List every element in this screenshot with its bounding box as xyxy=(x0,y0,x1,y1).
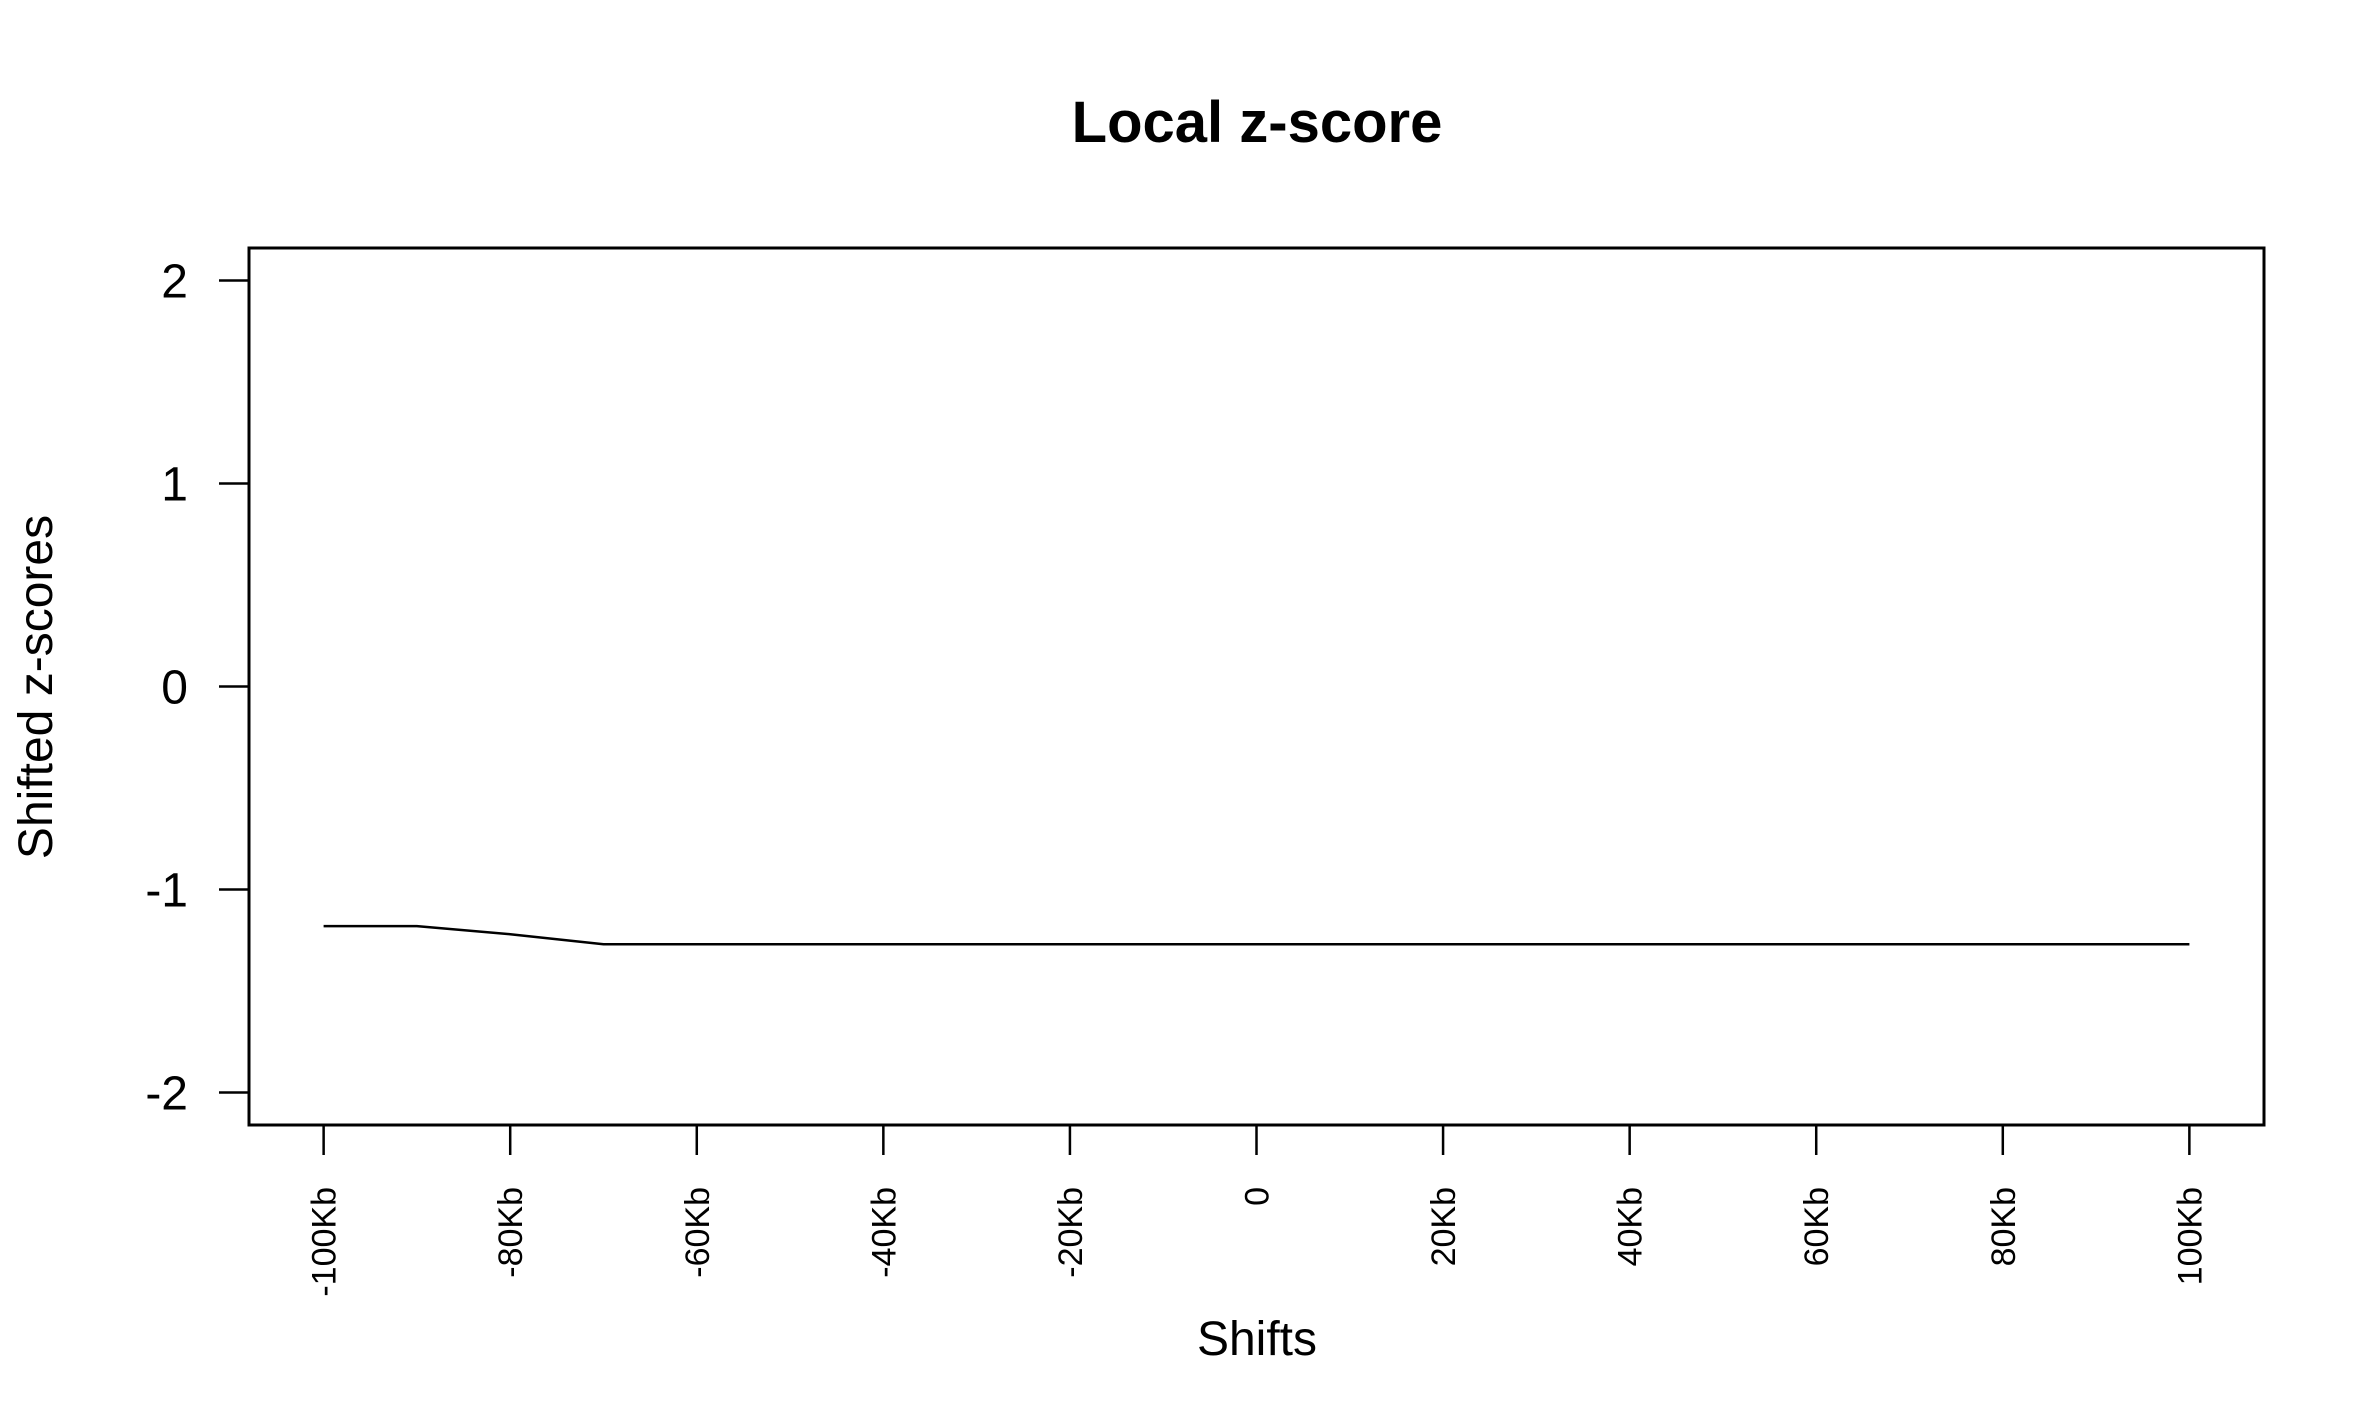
y-tick-label: -2 xyxy=(145,1068,188,1121)
x-axis-label: Shifts xyxy=(1197,1313,1317,1366)
x-tick-label: -20Kb xyxy=(1052,1187,1090,1278)
series-layer xyxy=(323,924,2190,946)
x-tick-label: 100Kb xyxy=(2171,1187,2209,1285)
x-tick-label: -40Kb xyxy=(865,1187,903,1278)
x-tick-label: -80Kb xyxy=(492,1187,530,1278)
plot-frame xyxy=(247,246,2266,1127)
x-tick-label: 80Kb xyxy=(1985,1187,2023,1266)
y-tick-label: 2 xyxy=(161,255,188,308)
chart-title: Local z-score xyxy=(1072,90,1443,155)
series-line xyxy=(323,924,2190,946)
x-tick-label: 20Kb xyxy=(1425,1187,1463,1266)
y-tick-label: -1 xyxy=(145,865,188,918)
y-tick-label: 1 xyxy=(161,458,188,511)
x-tick-label: -60Kb xyxy=(679,1187,717,1278)
x-tick-label: 60Kb xyxy=(1798,1187,1836,1266)
y-axis: 2 1 0 -1 -2 xyxy=(145,255,249,1121)
y-axis-label: Shifted z-scores xyxy=(10,515,63,859)
x-tick-label: 0 xyxy=(1239,1187,1277,1206)
x-axis: -100Kb -80Kb -60Kb -40Kb -20Kb 0 20Kb 40Kb 60Kb 8… xyxy=(306,1125,2209,1297)
x-tick-label: 40Kb xyxy=(1612,1187,1650,1266)
x-tick-label: -100Kb xyxy=(306,1187,344,1297)
y-tick-label: 0 xyxy=(161,662,188,715)
